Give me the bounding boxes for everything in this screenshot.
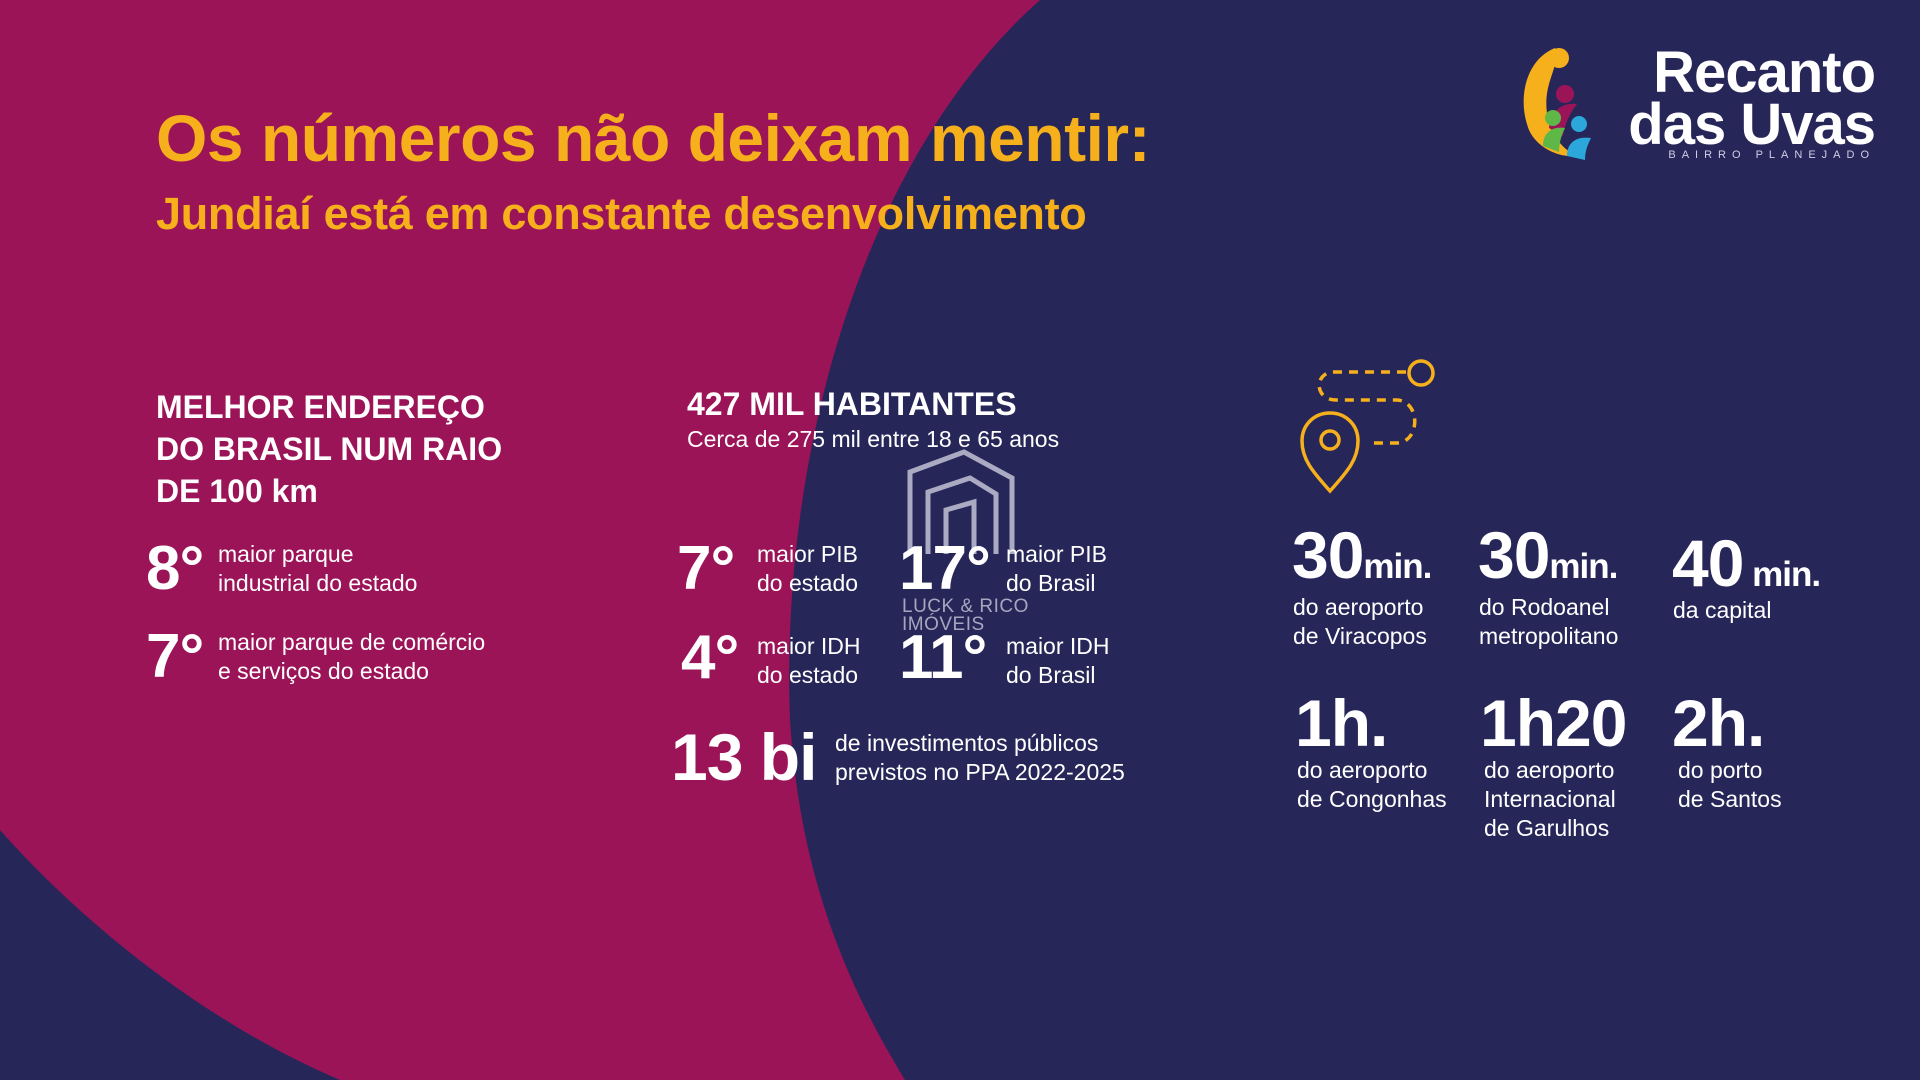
desc-line: de Santos (1678, 786, 1782, 812)
distance-santos-desc: do porto de Santos (1678, 756, 1782, 814)
watermark-line1: LUCK & RICO (902, 596, 1029, 617)
industrial-rank-desc: maior parque industrial do estado (218, 540, 417, 598)
idh-country-desc: maior IDH do Brasil (1006, 632, 1110, 690)
distance-congonhas-value: 1h. (1295, 686, 1388, 760)
desc-line: previstos no PPA 2022-2025 (835, 759, 1125, 785)
desc-line: do aeroporto (1293, 594, 1424, 620)
logo-line2: das Uvas (1628, 92, 1876, 157)
desc-line: maior IDH (1006, 633, 1110, 659)
desc-line: de investimentos públicos (835, 730, 1099, 756)
investment-desc: de investimentos públicos previstos no P… (835, 729, 1125, 787)
distance-capital-value: 40 min. (1672, 526, 1821, 600)
desc-line: do porto (1678, 757, 1763, 783)
desc-line: maior PIB (757, 541, 858, 567)
investment-value: 13 bi (671, 720, 817, 794)
brand-logo: Recanto das Uvas BAIRRO PLANEJADO (1515, 38, 1876, 168)
address-heading-line: MELHOR ENDEREÇO (156, 389, 485, 425)
idh-country-rank: 11° (899, 623, 987, 692)
route-pin-icon (1300, 359, 1435, 494)
people-icon (1523, 48, 1591, 160)
desc-line: maior IDH (757, 633, 861, 659)
idh-state-rank: 4° (681, 623, 739, 692)
desc-line: industrial do estado (218, 570, 418, 596)
desc-line: maior PIB (1006, 541, 1107, 567)
desc-line: do aeroporto (1297, 757, 1428, 783)
idh-state-desc: maior IDH do estado (757, 632, 861, 690)
page-subtitle: Jundiaí está em constante desenvolviment… (156, 188, 1087, 239)
pib-country-desc: maior PIB do Brasil (1006, 540, 1107, 598)
population-subheading: Cerca de 275 mil entre 18 e 65 anos (687, 426, 1060, 452)
distance-capital-desc: da capital (1673, 596, 1771, 625)
distance-congonhas-desc: do aeroporto de Congonhas (1297, 756, 1447, 814)
desc-line: do Brasil (1006, 662, 1096, 688)
industrial-rank: 8° (146, 534, 204, 603)
pib-country-rank: 17° (899, 534, 991, 603)
distance-rodoanel-desc: do Rodoanel metropolitano (1479, 593, 1618, 651)
desc-line: e serviços do estado (218, 658, 429, 684)
desc-line: do estado (757, 662, 859, 688)
desc-line: do aeroporto (1484, 757, 1615, 783)
pib-state-rank: 7° (677, 534, 735, 603)
desc-line: metropolitano (1479, 623, 1619, 649)
pib-state-desc: maior PIB do estado (757, 540, 858, 598)
distance-guarulhos-desc: do aeroporto Internacional de Garulhos (1484, 756, 1616, 843)
logo-line1: Recanto (1653, 40, 1876, 105)
distance-viracopos-desc: do aeroporto de Viracopos (1293, 593, 1427, 651)
desc-line: maior parque de comércio (218, 629, 486, 655)
watermark-line2: IMÓVEIS (902, 614, 985, 635)
commerce-rank: 7° (146, 622, 204, 691)
desc-line: do Rodoanel (1479, 594, 1610, 620)
address-heading-line: DE 100 km (156, 473, 318, 509)
desc-line: Internacional (1484, 786, 1616, 812)
distance-guarulhos-value: 1h20 (1480, 686, 1627, 760)
desc-line: maior parque (218, 541, 354, 567)
distance-rodoanel-value: 30min. (1478, 518, 1618, 592)
desc-line: do estado (757, 570, 859, 596)
desc-line: de Viracopos (1293, 623, 1427, 649)
desc-line: de Garulhos (1484, 815, 1610, 841)
desc-line: da capital (1673, 597, 1772, 623)
population-heading: 427 MIL HABITANTES (687, 386, 1017, 422)
desc-line: de Congonhas (1297, 786, 1447, 812)
watermark: LUCK & RICO IMÓVEIS (900, 448, 1028, 638)
address-heading-line: DO BRASIL NUM RAIO (156, 431, 503, 467)
commerce-rank-desc: maior parque de comércio e serviços do e… (218, 628, 485, 686)
distance-viracopos-value: 30min. (1292, 518, 1432, 592)
distance-santos-value: 2h. (1672, 686, 1765, 760)
logo-tagline: BAIRRO PLANEJADO (1668, 149, 1875, 161)
address-heading: MELHOR ENDEREÇO DO BRASIL NUM RAIO DE 10… (156, 386, 502, 512)
page-title: Os números não deixam mentir: (156, 101, 1151, 175)
building-icon (907, 449, 1015, 554)
desc-line: do Brasil (1006, 570, 1096, 596)
